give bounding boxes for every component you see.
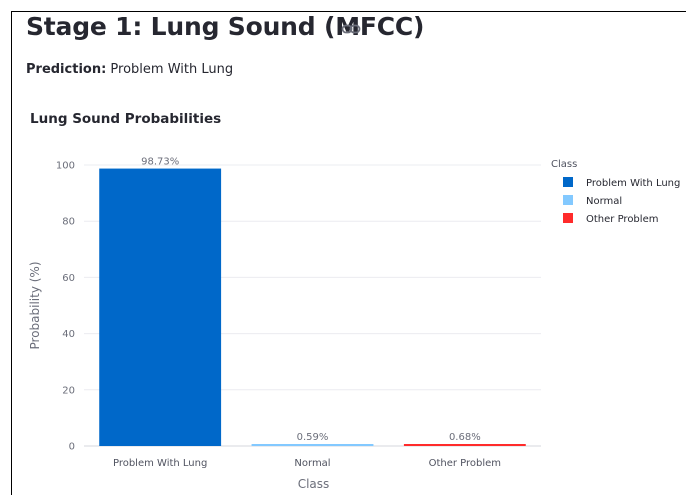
- chart-title: Lung Sound Probabilities: [30, 111, 222, 127]
- bar: [99, 168, 222, 446]
- prediction-line: Prediction: Problem With Lung: [26, 62, 233, 77]
- legend-swatch: [563, 213, 573, 223]
- x-tick-label: Problem With Lung: [113, 458, 207, 469]
- bar: [251, 444, 374, 446]
- bar-data-label: 0.59%: [297, 432, 329, 443]
- legend-swatch: [563, 177, 573, 187]
- x-tick-label: Other Problem: [429, 458, 501, 469]
- x-tick-label: Normal: [294, 458, 330, 469]
- y-axis-title: Probability (%): [28, 261, 42, 349]
- bar: [403, 444, 526, 446]
- bar-data-label: 0.68%: [449, 432, 481, 443]
- legend-entry: Other Problem: [586, 214, 658, 225]
- legend-entry: Problem With Lung: [586, 178, 680, 189]
- frame-left-border: [11, 11, 12, 495]
- y-tick-label: 80: [62, 217, 75, 228]
- prediction-label: Prediction:: [26, 62, 107, 77]
- y-tick-label: 60: [62, 273, 75, 284]
- legend-swatch: [563, 195, 573, 205]
- legend-title: Class: [551, 159, 577, 170]
- link-icon[interactable]: [341, 22, 361, 36]
- y-tick-label: 100: [56, 161, 75, 172]
- legend-entry: Normal: [586, 196, 622, 207]
- y-tick-label: 40: [62, 329, 75, 340]
- x-axis-title: Class: [298, 477, 330, 491]
- y-tick-label: 20: [62, 385, 75, 396]
- y-tick-label: 0: [69, 442, 75, 453]
- prediction-value: Problem With Lung: [110, 62, 234, 77]
- frame-top-border: [11, 11, 686, 12]
- bar-data-label: 98.73%: [141, 157, 179, 168]
